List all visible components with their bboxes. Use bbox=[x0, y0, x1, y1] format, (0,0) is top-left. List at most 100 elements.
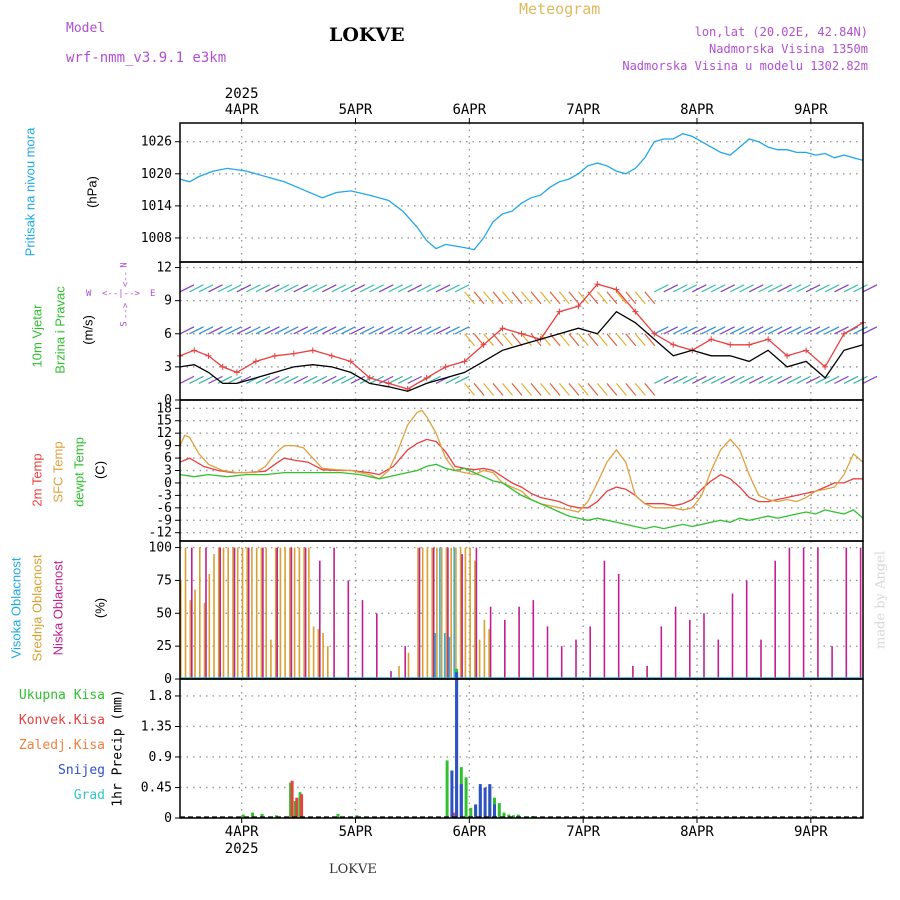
data-bar bbox=[336, 813, 340, 818]
wind-vector bbox=[246, 284, 261, 293]
wind-vector bbox=[663, 284, 679, 293]
data-bar bbox=[417, 547, 419, 679]
wind-vector bbox=[511, 291, 523, 305]
data-bar bbox=[512, 815, 515, 818]
year-label-bottom: 2025 bbox=[225, 841, 259, 857]
data-bar bbox=[518, 606, 520, 679]
wind-vector bbox=[293, 375, 309, 384]
wind-vector bbox=[710, 326, 726, 335]
y-tick-label: 18 bbox=[156, 401, 172, 416]
wind-vector bbox=[378, 284, 394, 293]
data-bar bbox=[191, 547, 193, 679]
data-bar bbox=[646, 665, 648, 679]
wind-vector bbox=[748, 284, 764, 293]
y-tick-label: 100 bbox=[149, 541, 172, 556]
gust-marker bbox=[423, 374, 430, 381]
wind-vector bbox=[568, 291, 580, 305]
wind-vector bbox=[767, 326, 783, 335]
data-bar bbox=[488, 784, 492, 818]
data-bar bbox=[289, 547, 291, 679]
data-bar bbox=[455, 547, 457, 679]
gust-marker bbox=[556, 308, 563, 315]
data-bar bbox=[418, 547, 421, 679]
data-bar bbox=[300, 794, 304, 818]
day-label-top: 6APR bbox=[452, 102, 486, 118]
wind-vector bbox=[682, 375, 698, 384]
gust-marker bbox=[499, 325, 506, 332]
wind-vector bbox=[729, 326, 745, 335]
y-tick-label: 3 bbox=[164, 464, 172, 479]
wind-vector bbox=[862, 375, 878, 384]
day-label-top: 9APR bbox=[794, 102, 828, 118]
gust-marker bbox=[518, 330, 525, 337]
wind-vector bbox=[473, 383, 485, 396]
wind-vector bbox=[350, 375, 366, 384]
data-bar bbox=[461, 554, 463, 679]
data-bar bbox=[312, 626, 315, 679]
wind-vector bbox=[615, 383, 627, 396]
grid-layer bbox=[180, 123, 863, 819]
axis-layer: 1008101410201026036912-12-9-6-3036912151… bbox=[141, 86, 829, 857]
wind-vector bbox=[378, 326, 394, 335]
wind-vector bbox=[644, 333, 656, 347]
data-bar bbox=[199, 547, 201, 679]
data-bar bbox=[213, 554, 215, 679]
wind-vector bbox=[198, 375, 214, 384]
wind-vector bbox=[274, 284, 290, 293]
y-tick-label: 0.9 bbox=[149, 750, 172, 765]
wind-vector bbox=[454, 284, 470, 293]
y-tick-label: 1026 bbox=[141, 135, 172, 150]
wind-vector bbox=[786, 375, 802, 384]
wind-vector bbox=[369, 326, 384, 335]
data-bar bbox=[184, 547, 187, 679]
wind-vector bbox=[521, 291, 532, 305]
wind-vector bbox=[540, 291, 551, 305]
wind-vector bbox=[805, 284, 821, 293]
wind-vector bbox=[341, 375, 356, 384]
gust-marker bbox=[841, 330, 848, 337]
wind-vector bbox=[227, 375, 242, 384]
wind-vector bbox=[331, 284, 347, 293]
data-bar bbox=[434, 633, 436, 679]
wind-vector bbox=[492, 291, 504, 305]
wind-vector bbox=[217, 326, 233, 335]
wind-vector bbox=[673, 284, 688, 293]
wind-vector bbox=[388, 326, 403, 335]
series-line bbox=[179, 283, 864, 390]
y-tick-label: 75 bbox=[156, 573, 172, 588]
data-bar bbox=[376, 613, 378, 679]
data-bar bbox=[260, 547, 263, 679]
day-label-bottom: 6APR bbox=[452, 824, 486, 840]
wind-vector bbox=[596, 291, 608, 305]
wind-vector bbox=[198, 326, 214, 335]
data-bar bbox=[717, 639, 720, 679]
wind-vector bbox=[445, 284, 460, 293]
wind-vector bbox=[341, 284, 356, 293]
year-label-top: 2025 bbox=[225, 86, 259, 102]
y-tick-label: 1020 bbox=[141, 167, 172, 182]
wind-vector bbox=[710, 284, 726, 293]
data-bar bbox=[504, 619, 506, 679]
data-bar bbox=[319, 560, 321, 679]
wind-vector bbox=[435, 284, 451, 293]
data-bar bbox=[489, 606, 492, 679]
wind-vector bbox=[596, 333, 608, 347]
data-bar bbox=[246, 547, 248, 679]
wind-vector bbox=[341, 326, 356, 335]
wind-vector bbox=[606, 333, 618, 347]
wind-vector bbox=[739, 375, 754, 384]
data-bar bbox=[251, 547, 253, 679]
y-tick-label: 0 bbox=[164, 476, 172, 491]
wind-vector bbox=[521, 383, 532, 396]
panel-frame bbox=[179, 678, 864, 819]
wind-vector bbox=[530, 291, 542, 305]
data-bar bbox=[546, 626, 549, 679]
wind-vector bbox=[692, 375, 707, 384]
wind-vector bbox=[322, 284, 337, 293]
data-bar bbox=[575, 639, 577, 679]
wind-vector bbox=[312, 326, 328, 335]
data-bar bbox=[493, 804, 496, 818]
day-label-top: 8APR bbox=[680, 102, 714, 118]
data-bar bbox=[459, 784, 463, 818]
data-bar bbox=[347, 580, 350, 679]
